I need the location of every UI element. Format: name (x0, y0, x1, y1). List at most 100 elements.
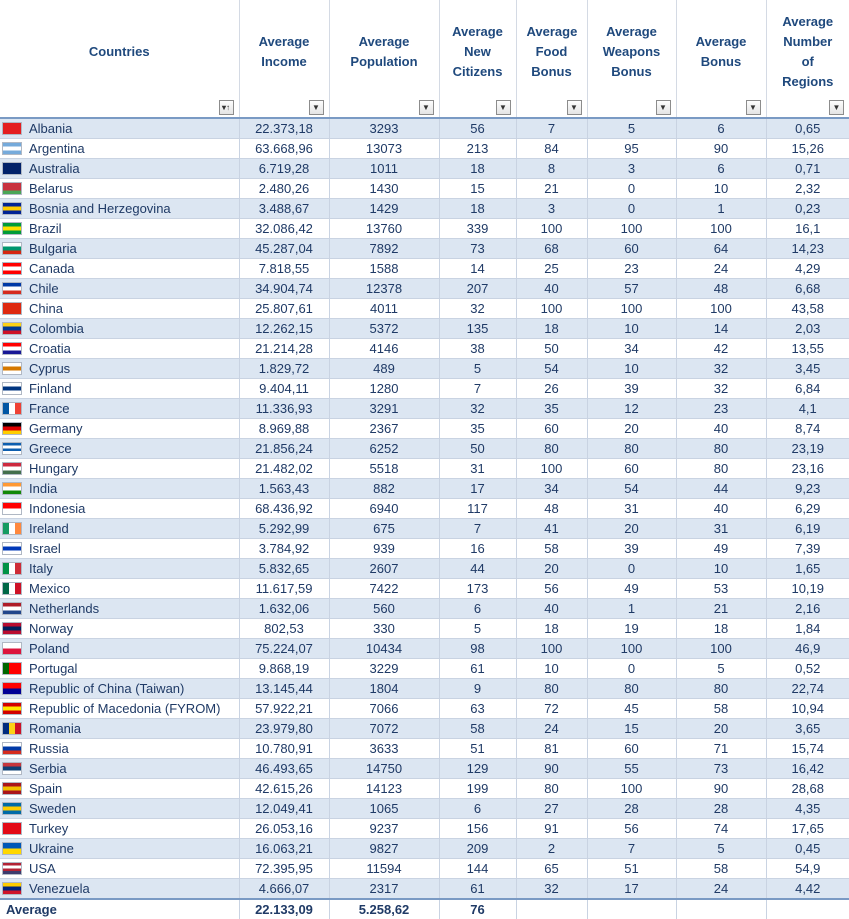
population-cell[interactable]: 1588 (329, 258, 440, 279)
filter-dropdown-button[interactable]: ▼ (829, 100, 844, 115)
weapons-cell[interactable]: 100 (587, 218, 677, 239)
bonus-cell[interactable]: 5 (676, 658, 767, 679)
country-cell[interactable]: Turkey (0, 818, 240, 839)
bonus-cell[interactable]: 18 (676, 618, 767, 639)
country-cell[interactable]: Canada (0, 258, 240, 279)
food-cell[interactable]: 10 (516, 658, 588, 679)
income-cell[interactable]: 25.807,61 (239, 298, 330, 319)
income-cell[interactable]: 3.784,92 (239, 538, 330, 559)
bonus-cell[interactable]: 80 (676, 458, 767, 479)
population-cell[interactable]: 13073 (329, 138, 440, 159)
food-cell[interactable]: 34 (516, 478, 588, 499)
country-cell[interactable]: Ireland (0, 518, 240, 539)
food-cell[interactable]: 8 (516, 158, 588, 179)
bonus-cell[interactable]: 32 (676, 358, 767, 379)
country-cell[interactable]: Hungary (0, 458, 240, 479)
filter-dropdown-button[interactable]: ▼ (308, 100, 324, 115)
regions-cell[interactable]: 3,45 (766, 358, 849, 379)
population-cell[interactable]: 330 (329, 618, 440, 639)
income-cell[interactable]: 68.436,92 (239, 498, 330, 519)
bonus-cell[interactable]: 32 (676, 378, 767, 399)
regions-cell[interactable]: 8,74 (766, 418, 849, 439)
income-cell[interactable]: 7.818,55 (239, 258, 330, 279)
footer-label[interactable]: Average (0, 898, 240, 919)
food-cell[interactable]: 68 (516, 238, 588, 259)
new-citizens-cell[interactable]: 117 (439, 498, 517, 519)
bonus-cell[interactable]: 48 (676, 278, 767, 299)
weapons-cell[interactable]: 28 (587, 798, 677, 819)
food-cell[interactable]: 72 (516, 698, 588, 719)
bonus-cell[interactable]: 20 (676, 718, 767, 739)
income-cell[interactable]: 57.922,21 (239, 698, 330, 719)
regions-cell[interactable]: 9,23 (766, 478, 849, 499)
income-cell[interactable]: 9.868,19 (239, 658, 330, 679)
income-cell[interactable]: 45.287,04 (239, 238, 330, 259)
regions-cell[interactable]: 16,42 (766, 758, 849, 779)
country-cell[interactable]: Israel (0, 538, 240, 559)
weapons-cell[interactable]: 0 (587, 658, 677, 679)
food-cell[interactable]: 27 (516, 798, 588, 819)
new-citizens-cell[interactable]: 6 (439, 798, 517, 819)
regions-cell[interactable]: 3,65 (766, 718, 849, 739)
weapons-cell[interactable]: 5 (587, 118, 677, 139)
food-cell[interactable]: 24 (516, 718, 588, 739)
country-cell[interactable]: Croatia (0, 338, 240, 359)
country-cell[interactable]: USA (0, 858, 240, 879)
income-cell[interactable]: 1.563,43 (239, 478, 330, 499)
weapons-cell[interactable]: 100 (587, 638, 677, 659)
new-citizens-cell[interactable]: 18 (439, 198, 517, 219)
new-citizens-cell[interactable]: 199 (439, 778, 517, 799)
income-cell[interactable]: 10.780,91 (239, 738, 330, 759)
bonus-cell[interactable]: 6 (676, 118, 767, 139)
income-cell[interactable]: 22.373,18 (239, 118, 330, 139)
bonus-cell[interactable]: 10 (676, 558, 767, 579)
new-citizens-cell[interactable]: 129 (439, 758, 517, 779)
population-cell[interactable]: 5518 (329, 458, 440, 479)
weapons-cell[interactable]: 100 (587, 298, 677, 319)
country-cell[interactable]: Greece (0, 438, 240, 459)
population-cell[interactable]: 14123 (329, 778, 440, 799)
food-cell[interactable]: 3 (516, 198, 588, 219)
income-cell[interactable]: 5.832,65 (239, 558, 330, 579)
country-cell[interactable]: Mexico (0, 578, 240, 599)
population-cell[interactable]: 1065 (329, 798, 440, 819)
population-cell[interactable]: 7892 (329, 238, 440, 259)
weapons-cell[interactable]: 19 (587, 618, 677, 639)
regions-cell[interactable]: 22,74 (766, 678, 849, 699)
regions-cell[interactable]: 6,29 (766, 498, 849, 519)
footer-weapons[interactable] (587, 898, 677, 919)
country-cell[interactable]: Russia (0, 738, 240, 759)
population-cell[interactable]: 7422 (329, 578, 440, 599)
regions-cell[interactable]: 2,03 (766, 318, 849, 339)
country-cell[interactable]: Poland (0, 638, 240, 659)
income-cell[interactable]: 42.615,26 (239, 778, 330, 799)
population-cell[interactable]: 7066 (329, 698, 440, 719)
food-cell[interactable]: 80 (516, 778, 588, 799)
weapons-cell[interactable]: 7 (587, 838, 677, 859)
income-cell[interactable]: 8.969,88 (239, 418, 330, 439)
new-citizens-cell[interactable]: 209 (439, 838, 517, 859)
bonus-cell[interactable]: 10 (676, 178, 767, 199)
weapons-cell[interactable]: 45 (587, 698, 677, 719)
bonus-cell[interactable]: 40 (676, 498, 767, 519)
population-cell[interactable]: 4011 (329, 298, 440, 319)
bonus-cell[interactable]: 90 (676, 778, 767, 799)
bonus-cell[interactable]: 71 (676, 738, 767, 759)
weapons-cell[interactable]: 0 (587, 558, 677, 579)
population-cell[interactable]: 2607 (329, 558, 440, 579)
food-cell[interactable]: 100 (516, 458, 588, 479)
regions-cell[interactable]: 0,23 (766, 198, 849, 219)
regions-cell[interactable]: 10,94 (766, 698, 849, 719)
new-citizens-cell[interactable]: 144 (439, 858, 517, 879)
bonus-cell[interactable]: 31 (676, 518, 767, 539)
population-cell[interactable]: 882 (329, 478, 440, 499)
new-citizens-cell[interactable]: 32 (439, 298, 517, 319)
regions-cell[interactable]: 15,74 (766, 738, 849, 759)
bonus-cell[interactable]: 1 (676, 198, 767, 219)
food-cell[interactable]: 2 (516, 838, 588, 859)
population-cell[interactable]: 675 (329, 518, 440, 539)
population-cell[interactable]: 9827 (329, 838, 440, 859)
bonus-cell[interactable]: 49 (676, 538, 767, 559)
regions-cell[interactable]: 28,68 (766, 778, 849, 799)
new-citizens-cell[interactable]: 35 (439, 418, 517, 439)
